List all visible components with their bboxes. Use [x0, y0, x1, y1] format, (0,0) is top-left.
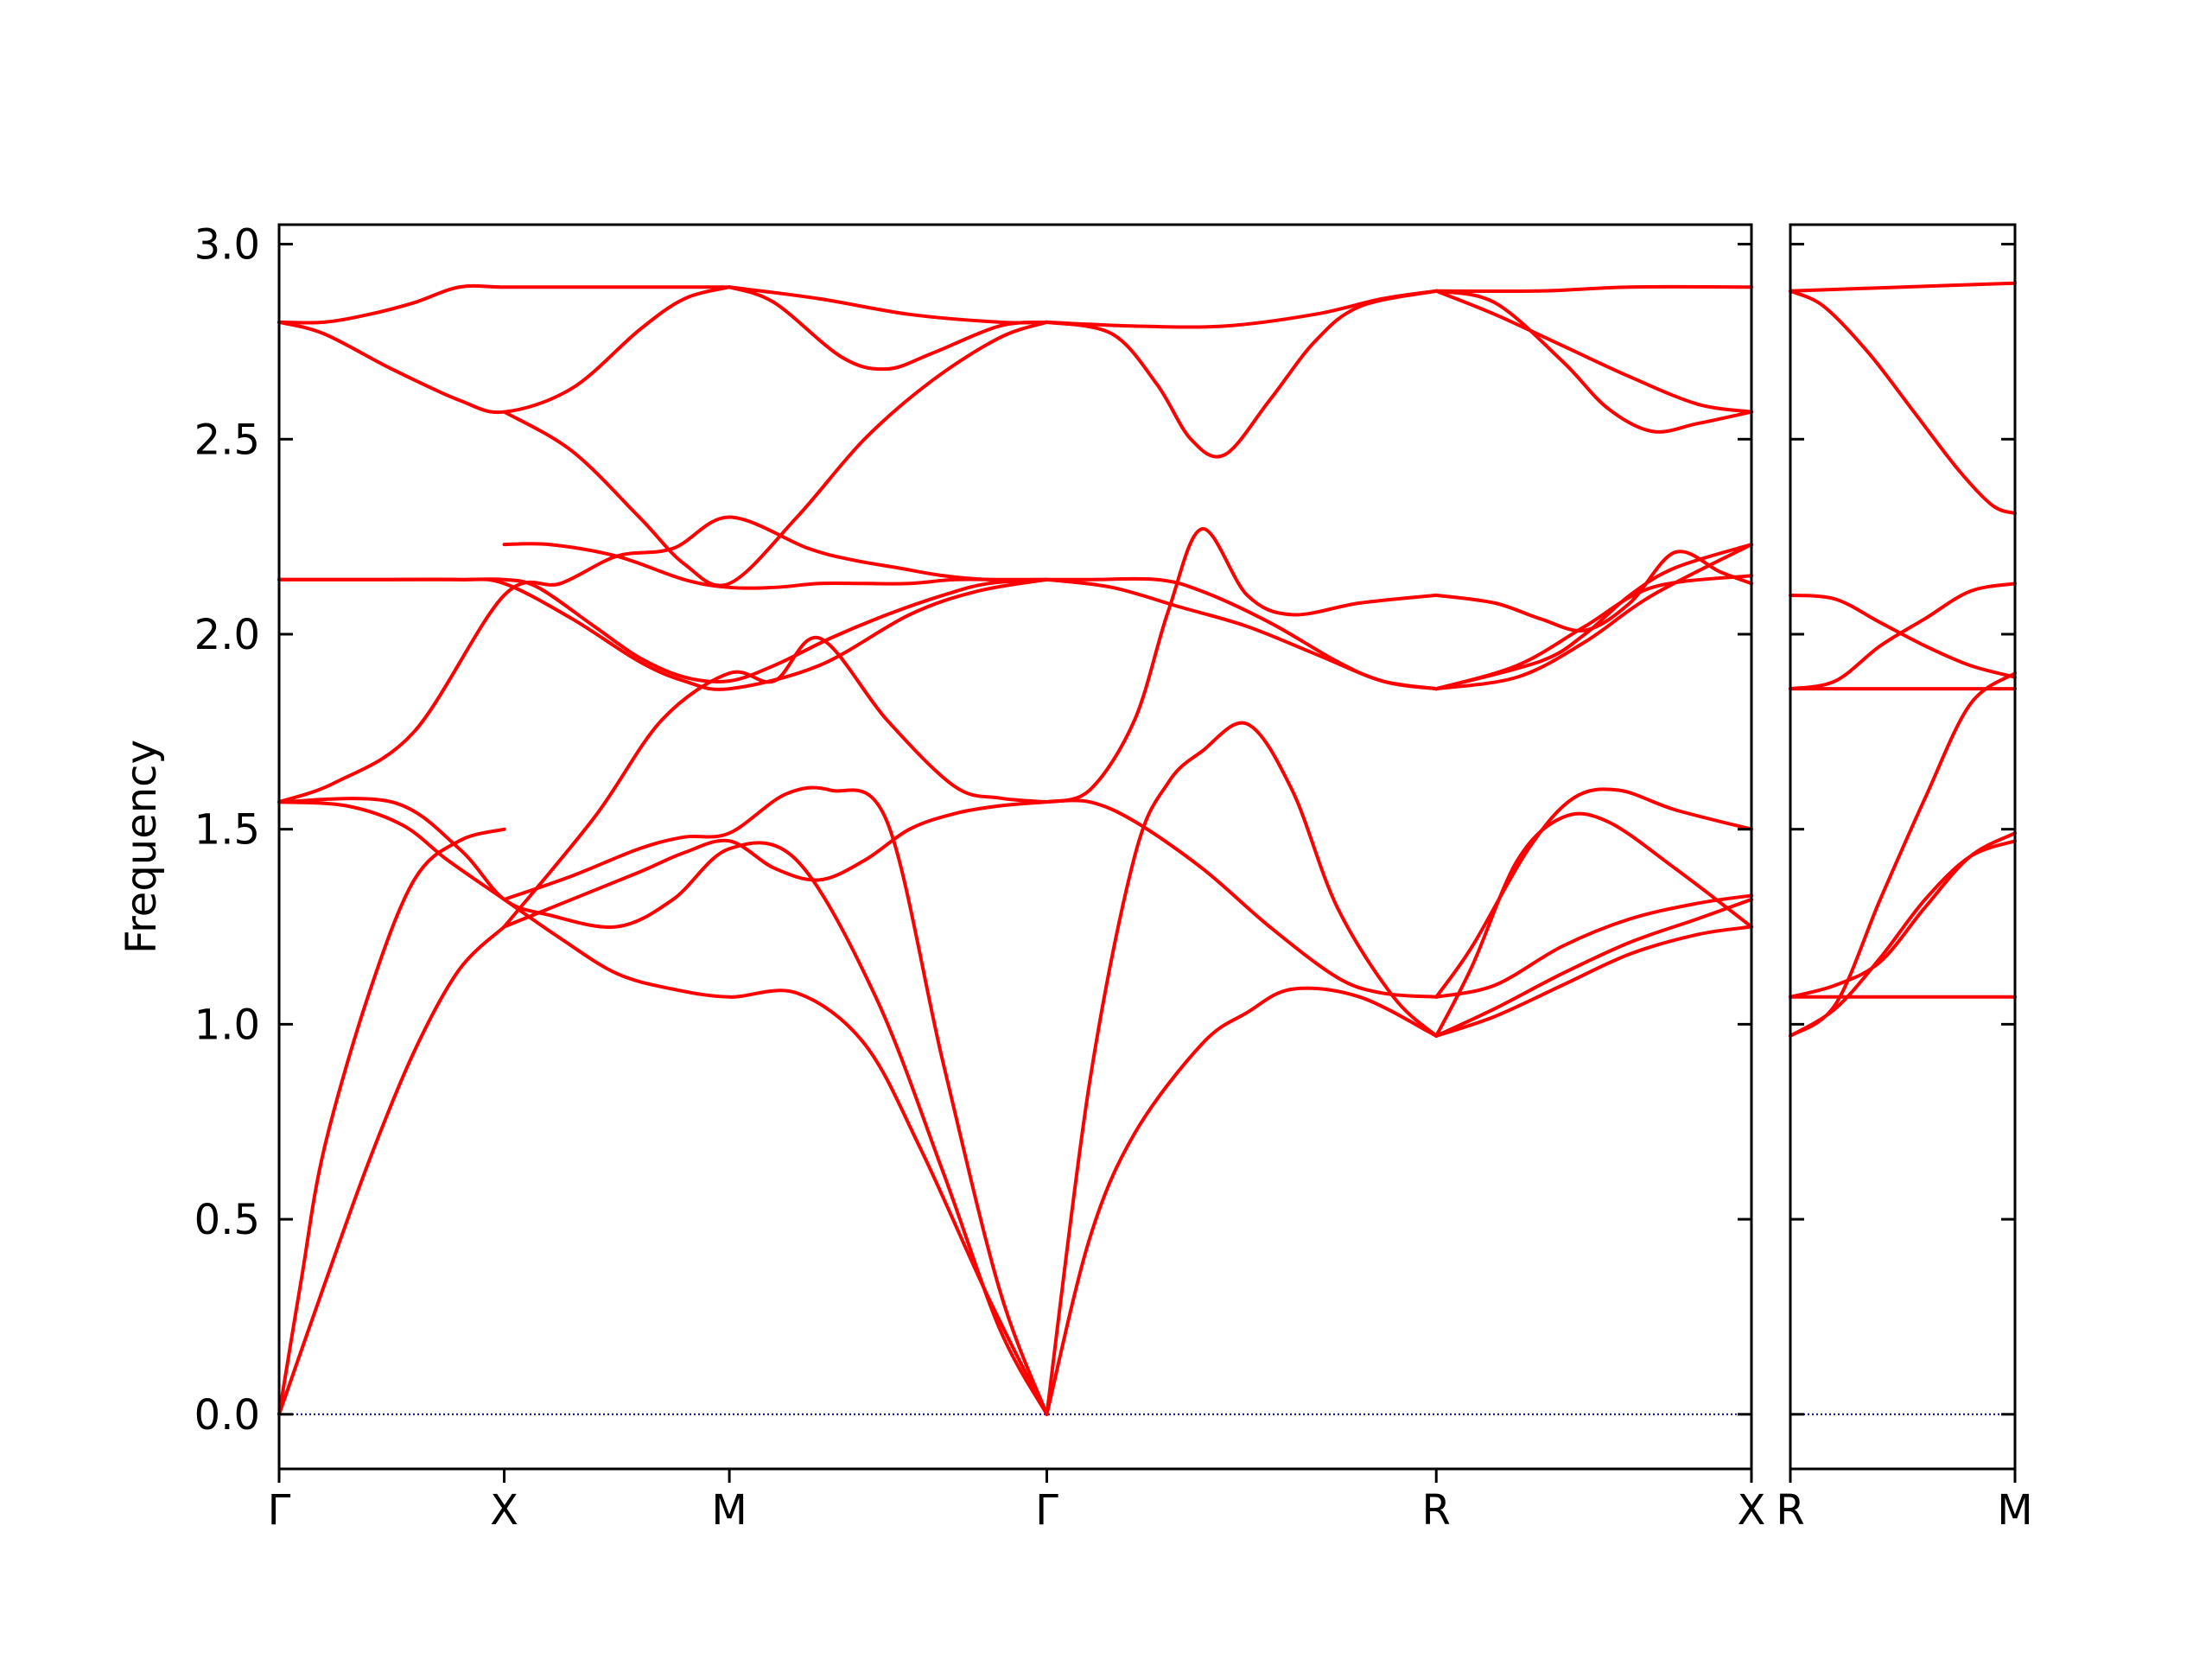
band-line	[1789, 831, 2017, 999]
band-line	[502, 542, 1049, 590]
plot-frame	[277, 223, 1753, 1471]
band-line	[277, 577, 1049, 691]
band-line	[1434, 811, 1753, 1038]
band-line	[1045, 986, 1439, 1416]
band-line	[1045, 577, 1439, 691]
band-line	[1434, 897, 1753, 1038]
band-line	[1045, 289, 1439, 329]
x-tick-label: R	[1422, 1486, 1451, 1535]
band-line	[1789, 281, 2017, 293]
band-line	[277, 797, 1049, 1416]
x-tick-label: Γ	[1035, 1486, 1058, 1535]
band-line	[1789, 593, 2017, 679]
band-line	[1789, 671, 2017, 1038]
band-line	[277, 827, 506, 1416]
y-tick-label: 2.5	[194, 416, 260, 464]
x-tick-label: Γ	[268, 1486, 291, 1535]
band-line	[1434, 289, 1753, 434]
y-tick-label: 1.5	[194, 806, 260, 855]
band-line	[1045, 798, 1439, 999]
band-line	[1434, 284, 1753, 294]
y-tick-label: 1.0	[194, 1001, 260, 1049]
y-tick-label: 0.0	[194, 1391, 260, 1440]
band-line	[1045, 527, 1439, 804]
main-panel: 0.0 0.5 1.0 1.5 2.0 2.5 3.0 Γ X M Γ R X	[194, 221, 1766, 1535]
band-line	[1434, 925, 1753, 1038]
band-line	[1434, 550, 1753, 632]
band-line	[277, 577, 1049, 684]
band-line	[277, 285, 732, 415]
band-line	[1434, 543, 1753, 691]
band-line	[1789, 289, 2017, 516]
band-line	[1434, 893, 1753, 999]
x-tick-label: M	[1997, 1486, 2032, 1535]
y-tick-label: 2.0	[194, 611, 260, 659]
y-tick-label: 3.0	[194, 221, 260, 270]
band-line	[1045, 576, 1439, 691]
x-tick-label: M	[711, 1486, 747, 1535]
x-tick-label: X	[490, 1486, 518, 1535]
band-line	[728, 285, 1049, 325]
band-line	[502, 320, 1049, 588]
band-line	[277, 283, 732, 325]
y-tick-label: 0.5	[194, 1196, 260, 1244]
x-tick-label: X	[1738, 1486, 1766, 1535]
band-line	[728, 285, 1049, 372]
band-line	[1434, 574, 1753, 691]
band-line	[1434, 289, 1753, 414]
x-tick-label: R	[1776, 1486, 1804, 1535]
band-line	[1045, 721, 1439, 1416]
band-line	[277, 515, 1049, 804]
band-line	[277, 800, 1049, 1416]
band-line	[502, 800, 1049, 929]
band-line	[1434, 787, 1753, 999]
band-line	[502, 635, 1049, 929]
band-line	[277, 925, 506, 1416]
band-line	[1045, 289, 1439, 459]
band-line	[1434, 543, 1753, 691]
y-axis-label: Frequency	[118, 740, 166, 954]
band-line	[502, 785, 1049, 1416]
plot-frame	[1789, 223, 2017, 1471]
